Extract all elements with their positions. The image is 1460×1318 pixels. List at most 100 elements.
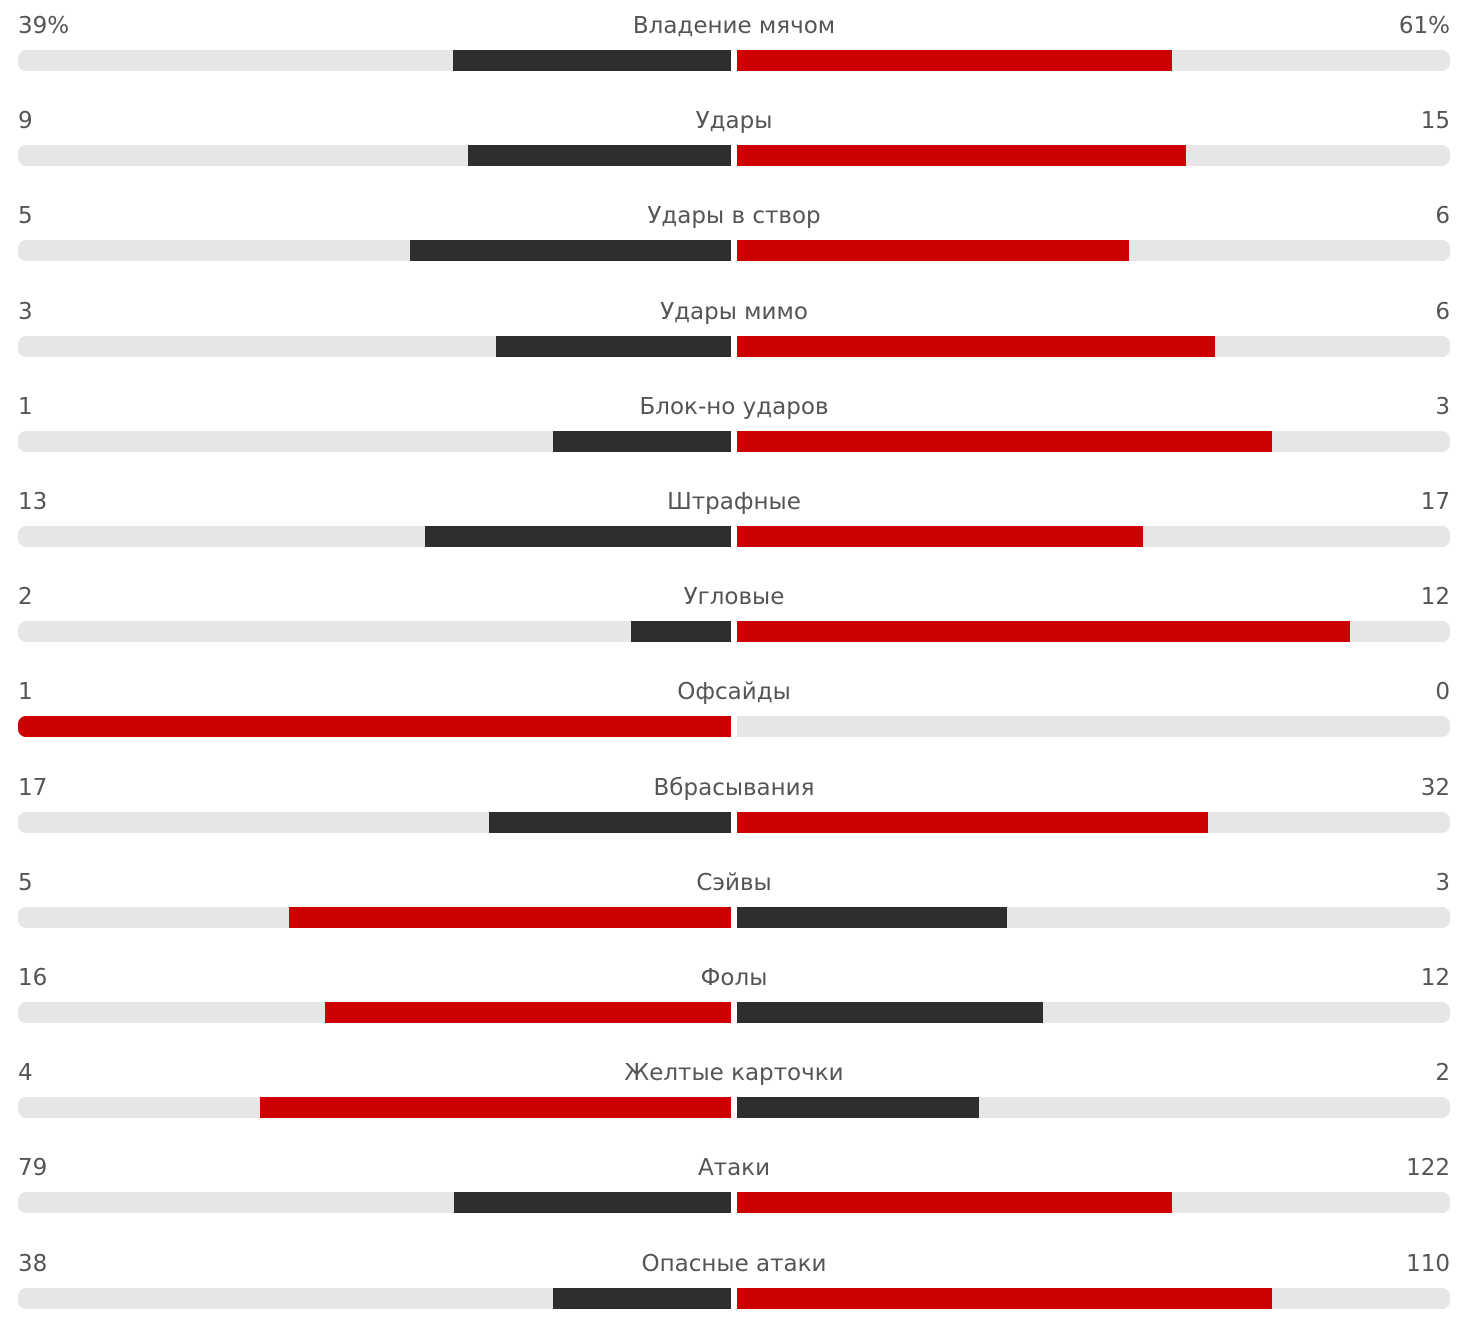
stat-value-away: 2 — [1435, 1060, 1450, 1086]
stat-header: 9 Удары 15 — [18, 95, 1450, 135]
stat-label: Удары — [695, 108, 773, 134]
stat-value-away: 6 — [1435, 299, 1450, 325]
stat-value-away: 17 — [1420, 489, 1450, 515]
bar-track-away — [737, 1002, 1450, 1023]
stat-label: Удары мимо — [660, 299, 808, 325]
bar-track-away — [737, 526, 1450, 547]
stat-value-home: 2 — [18, 584, 33, 610]
bar-fill-away — [737, 1097, 979, 1118]
bar-track-away — [737, 812, 1450, 833]
bar-fill-away — [737, 336, 1215, 357]
bar-track-home — [18, 1002, 731, 1023]
stat-header: 5 Удары в створ 6 — [18, 190, 1450, 230]
bar-track-away — [737, 336, 1450, 357]
stat-label: Удары в створ — [647, 203, 821, 229]
bar-fill-home — [553, 431, 731, 452]
stat-value-home: 3 — [18, 299, 33, 325]
stat-row-shots-on-target: 5 Удары в створ 6 — [18, 190, 1450, 270]
stat-label: Желтые карточки — [624, 1060, 844, 1086]
stat-row-shots: 9 Удары 15 — [18, 95, 1450, 175]
stat-label: Опасные атаки — [641, 1251, 827, 1277]
stat-header: 1 Офсайды 0 — [18, 666, 1450, 706]
stat-header: 2 Угловые 12 — [18, 571, 1450, 611]
stat-value-away: 122 — [1406, 1155, 1450, 1181]
stat-row-saves: 5 Сэйвы 3 — [18, 857, 1450, 937]
stat-value-home: 4 — [18, 1060, 33, 1086]
stat-value-home: 5 — [18, 203, 33, 229]
stat-value-away: 0 — [1435, 679, 1450, 705]
bar-fill-home — [553, 1288, 731, 1309]
stat-header: 1 Блок-но ударов 3 — [18, 381, 1450, 421]
stat-value-away: 3 — [1435, 394, 1450, 420]
stat-value-away: 3 — [1435, 870, 1450, 896]
stat-header: 39% Владение мячом 61% — [18, 0, 1450, 40]
bar-fill-away — [737, 1288, 1272, 1309]
bar-fill-home — [452, 50, 731, 71]
stat-header: 13 Штрафные 17 — [18, 476, 1450, 516]
stat-row-shots-off-target: 3 Удары мимо 6 — [18, 286, 1450, 366]
bar-fill-away — [737, 240, 1130, 261]
stat-header: 4 Желтые карточки 2 — [18, 1047, 1450, 1087]
bar-fill-away — [737, 145, 1187, 166]
stat-row-blocked-shots: 1 Блок-но ударов 3 — [18, 381, 1450, 461]
bar-fill-away — [737, 431, 1272, 452]
stat-label: Вбрасывания — [653, 775, 815, 801]
bar-track-home — [18, 336, 731, 357]
stat-value-home: 38 — [18, 1251, 48, 1277]
stat-header: 3 Удары мимо 6 — [18, 286, 1450, 326]
stat-value-away: 61% — [1398, 13, 1450, 39]
bar-fill-home — [288, 907, 731, 928]
bar-fill-home — [467, 145, 731, 166]
bar-track-away — [737, 431, 1450, 452]
stat-header: 79 Атаки 122 — [18, 1142, 1450, 1182]
stat-row-possession: 39% Владение мячом 61% — [18, 0, 1450, 80]
stat-value-home: 39% — [18, 13, 70, 39]
bar-fill-away — [737, 1002, 1043, 1023]
stat-value-home: 16 — [18, 965, 48, 991]
stat-value-away: 12 — [1420, 584, 1450, 610]
bar-track-home — [18, 526, 731, 547]
stat-value-home: 1 — [18, 679, 33, 705]
bar-track-away — [737, 50, 1450, 71]
stat-value-home: 79 — [18, 1155, 48, 1181]
stat-row-free-kicks: 13 Штрафные 17 — [18, 476, 1450, 556]
stat-row-throw-ins: 17 Вбрасывания 32 — [18, 762, 1450, 842]
bar-fill-home — [425, 526, 731, 547]
stat-label: Блок-но ударов — [639, 394, 829, 420]
bar-fill-away — [737, 907, 1008, 928]
bar-fill-away — [737, 812, 1208, 833]
bar-fill-away — [737, 526, 1144, 547]
bar-fill-away — [737, 50, 1172, 71]
stat-row-offsides: 1 Офсайды 0 — [18, 666, 1450, 746]
bar-fill-away — [737, 1192, 1172, 1213]
bar-track-away — [737, 1192, 1450, 1213]
stat-label: Штрафные — [667, 489, 801, 515]
stat-row-yellow-cards: 4 Желтые карточки 2 — [18, 1047, 1450, 1127]
bar-fill-away — [737, 621, 1351, 642]
bar-track-home — [18, 240, 731, 261]
stat-value-away: 110 — [1406, 1251, 1450, 1277]
bar-track-away — [737, 621, 1450, 642]
stat-label: Сэйвы — [696, 870, 772, 896]
stat-row-attacks: 79 Атаки 122 — [18, 1142, 1450, 1222]
stat-label: Офсайды — [677, 679, 791, 705]
stat-header: 17 Вбрасывания 32 — [18, 762, 1450, 802]
stat-row-fouls: 16 Фолы 12 — [18, 952, 1450, 1032]
stat-row-corners: 2 Угловые 12 — [18, 571, 1450, 651]
stat-header: 38 Опасные атаки 110 — [18, 1238, 1450, 1278]
bar-fill-home — [496, 336, 731, 357]
bar-track-home — [18, 621, 731, 642]
stat-value-home: 1 — [18, 394, 33, 420]
bar-fill-home — [18, 716, 731, 737]
stat-row-dangerous-attacks: 38 Опасные атаки 110 — [18, 1238, 1450, 1318]
bar-track-away — [737, 145, 1450, 166]
bar-track-home — [18, 1097, 731, 1118]
bar-fill-home — [453, 1192, 731, 1213]
stat-value-home: 5 — [18, 870, 33, 896]
bar-track-home — [18, 716, 731, 737]
stat-header: 5 Сэйвы 3 — [18, 857, 1450, 897]
bar-fill-home — [410, 240, 731, 261]
bar-fill-home — [631, 621, 731, 642]
stat-value-home: 13 — [18, 489, 48, 515]
